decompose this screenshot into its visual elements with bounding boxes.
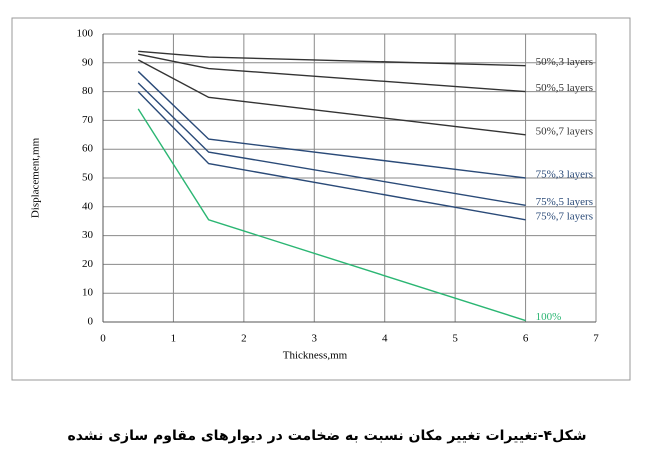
y-tick-label: 0 — [88, 316, 94, 328]
x-axis-title: Thickness,mm — [283, 350, 348, 362]
series-label: 50%,7 layers — [536, 125, 593, 137]
chart-frame — [11, 17, 631, 381]
x-tick-label: 2 — [241, 333, 247, 345]
x-tick-label: 1 — [171, 333, 177, 345]
series-line — [137, 82, 526, 207]
y-tick-label: 60 — [82, 143, 94, 155]
caption: شکل۴-تغییرات تغییر مکان نسبت به ضخامت در… — [68, 428, 587, 444]
y-tick-label: 80 — [82, 85, 94, 97]
y-tick-label: 30 — [82, 229, 94, 241]
x-tick-label: 3 — [312, 333, 318, 345]
series-line — [137, 108, 526, 322]
series-line — [137, 70, 526, 179]
y-axis-title: Displacement,mm — [30, 137, 42, 218]
x-tick-label: 7 — [593, 333, 599, 345]
x-tick-label: 4 — [382, 333, 388, 345]
y-tick-label: 10 — [82, 287, 94, 299]
series-label: 100% — [536, 311, 562, 323]
y-tick-label: 50 — [82, 172, 94, 184]
x-tick-label: 6 — [523, 333, 529, 345]
y-tick-label: 90 — [82, 56, 94, 68]
x-tick-label: 0 — [100, 333, 106, 345]
series-label: 75%,5 layers — [536, 196, 593, 208]
series-line — [137, 59, 526, 136]
y-tick-label: 100 — [77, 28, 94, 40]
series-line — [137, 91, 526, 221]
y-tick-label: 40 — [82, 200, 94, 212]
series-label: 75%,3 layers — [536, 169, 593, 181]
y-tick-label: 70 — [82, 114, 94, 126]
x-tick-label: 5 — [452, 333, 458, 345]
series-label: 75%,7 layers — [536, 210, 593, 222]
series-label: 50%,3 layers — [536, 56, 593, 68]
series-label: 50%,5 layers — [536, 82, 593, 94]
y-tick-label: 20 — [82, 258, 94, 270]
series-line — [138, 50, 526, 67]
series-line — [138, 53, 526, 93]
